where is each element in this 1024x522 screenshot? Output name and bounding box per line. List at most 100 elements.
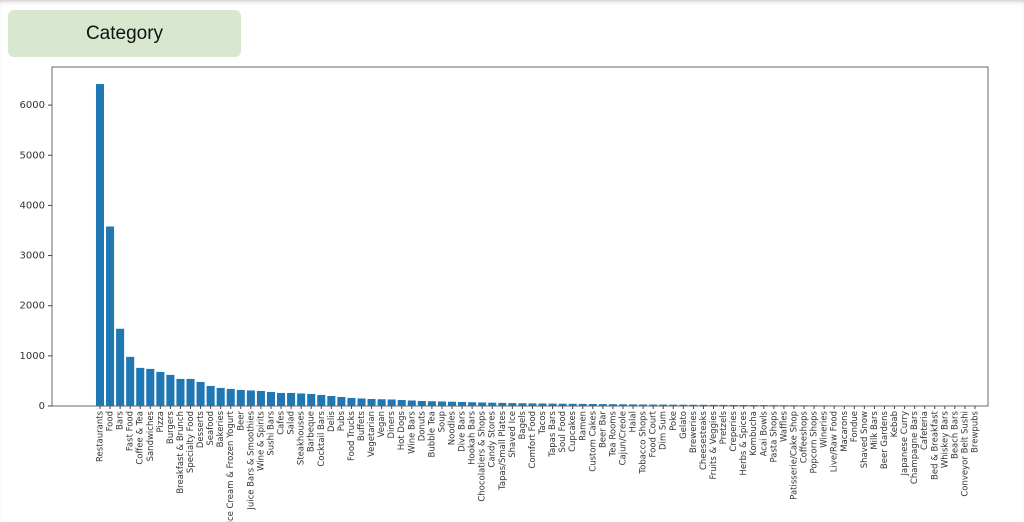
x-tick-label: Fruits & Veggies [709, 410, 719, 479]
bar [478, 402, 487, 406]
bar [769, 405, 778, 406]
x-tick-label: Whiskey Bars [940, 410, 950, 468]
bar [256, 390, 265, 406]
y-tick-label: 3000 [20, 251, 45, 262]
x-tick-label: Breweries [689, 410, 699, 453]
y-tick-label: 1000 [20, 351, 45, 362]
x-tick-label: Burgers [166, 410, 176, 444]
bar [266, 391, 275, 406]
x-tick-label: Popcorn Shops [810, 410, 820, 473]
x-tick-label: Coffee & Tea [136, 411, 146, 465]
bar [297, 393, 306, 406]
bar [669, 404, 678, 406]
bar [699, 404, 708, 406]
bar [498, 402, 507, 406]
x-tick-label: Pubs [337, 410, 347, 431]
x-tick-label: Bars [116, 410, 126, 430]
bar [417, 400, 426, 406]
bar [820, 405, 829, 406]
x-tick-label: Wine Bars [407, 410, 417, 453]
bar [317, 394, 326, 406]
x-tick-label: Cafes [277, 410, 287, 434]
bar [739, 404, 748, 406]
x-tick-label: Salad [287, 411, 297, 435]
y-tick-label: 5000 [20, 150, 45, 161]
y-tick-label: 0 [39, 401, 45, 412]
x-tick-label: Tea Rooms [608, 410, 618, 457]
x-tick-label: Noodles [448, 410, 458, 445]
bar [458, 401, 467, 406]
x-tick-label: Food [106, 411, 116, 431]
x-tick-label: Buffets [357, 410, 367, 441]
bar [387, 399, 396, 406]
x-tick-label: Dim Sum [659, 411, 669, 450]
bar [830, 405, 839, 406]
bar [468, 402, 477, 406]
x-tick-label: Herbs & Spices [739, 410, 749, 475]
bar [176, 378, 185, 406]
bar [156, 371, 165, 406]
bar [327, 395, 336, 406]
x-tick-label: Tacos [538, 410, 548, 435]
x-tick-label: Cupcakes [568, 410, 578, 451]
x-tick-label: Creperies [729, 410, 739, 451]
bar [649, 404, 658, 406]
bar [106, 226, 115, 406]
x-tick-label: Conveyor Belt Sushi [960, 411, 970, 497]
bar [729, 404, 738, 406]
x-tick-label: Soup [437, 411, 447, 432]
x-tick-label: Milk Bars [870, 410, 880, 449]
x-tick-label: Sandwiches [146, 410, 156, 461]
x-tick-label: Cajun/Creole [618, 411, 628, 465]
bar [639, 404, 648, 406]
bar [598, 404, 607, 406]
x-tick-label: Fondue [850, 411, 860, 442]
x-tick-label: Bed & Breakfast [930, 410, 940, 480]
bar [136, 367, 145, 406]
x-tick-label: Food Trucks [347, 410, 357, 461]
x-tick-label: Specialty Food [186, 411, 196, 473]
x-tick-label: Chocolatiers & Shops [478, 410, 488, 501]
x-tick-label: Barbeque [307, 411, 317, 452]
x-tick-label: Seafood [206, 411, 216, 446]
bar [618, 404, 628, 406]
x-tick-label: Breakfast & Brunch [176, 411, 186, 494]
x-tick-label: Hookah Bars [468, 410, 478, 464]
bar [810, 405, 819, 406]
x-tick-label: Acai Bowls [759, 410, 769, 456]
bar [186, 378, 195, 406]
bar [246, 390, 255, 406]
x-tick-label: Live/Raw Food [830, 411, 840, 472]
bar [206, 385, 215, 406]
x-tick-label: Poke [669, 411, 679, 431]
bar [126, 356, 135, 406]
x-tick-label: Food Court [649, 410, 659, 457]
bar [548, 403, 557, 406]
category-tab[interactable]: Category [8, 10, 241, 57]
x-tick-label: Tapas Bars [548, 410, 558, 457]
bar [558, 403, 567, 406]
x-tick-label: Cheesesteaks [699, 410, 709, 470]
x-tick-label: Tapas/Small Plates [498, 410, 508, 490]
x-tick-label: Ice Cream & Frozen Yogurt [226, 410, 236, 522]
x-tick-label: Fast Food [126, 411, 136, 451]
x-tick-label: Beach Bars [950, 410, 960, 459]
bar [840, 405, 849, 406]
x-tick-label: Desserts [196, 410, 206, 448]
bar [357, 398, 366, 406]
bar [759, 405, 768, 406]
x-tick-label: Beer Gardens [880, 410, 890, 469]
bar [749, 405, 758, 406]
bar [588, 403, 597, 406]
x-tick-label: Vegetarian [367, 411, 377, 457]
x-tick-label: Macarons [840, 410, 850, 451]
x-tick-label: Comfort Food [528, 411, 538, 469]
x-tick-label: Custom Cakes [588, 410, 598, 471]
bar [789, 405, 798, 406]
bar [508, 403, 517, 406]
x-tick-label: Coffeeshops [800, 410, 810, 463]
bar [538, 403, 547, 406]
bar [367, 398, 376, 406]
x-tick-label: Shaved Ice [508, 411, 518, 458]
